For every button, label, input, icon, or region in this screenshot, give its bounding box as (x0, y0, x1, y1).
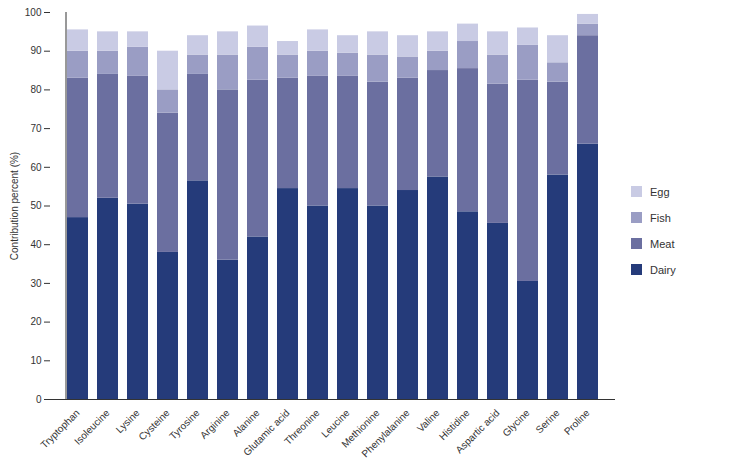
svg-text:90: 90 (30, 45, 42, 56)
svg-text:Isoleucine: Isoleucine (72, 407, 112, 447)
svg-text:Glutamic acid: Glutamic acid (241, 407, 292, 458)
svg-text:70: 70 (30, 123, 42, 134)
html-text:Egg: Egg (650, 185, 670, 198)
svg-text:Tryptophan: Tryptophan (38, 407, 81, 450)
svg-text:Proline: Proline (562, 407, 592, 437)
svg-text:100: 100 (25, 7, 42, 18)
svg-text:Glycine: Glycine (500, 407, 532, 439)
svg-text:Histidine: Histidine (436, 407, 472, 443)
svg-text:10: 10 (30, 355, 42, 366)
svg-text:Aspartic acid: Aspartic acid (453, 407, 501, 455)
svg-text:Lysine: Lysine (114, 407, 142, 435)
svg-text:0: 0 (36, 394, 42, 405)
svg-text:30: 30 (30, 278, 42, 289)
svg-text:Contribution percent (%): Contribution percent (%) (9, 152, 20, 260)
svg-text:Serine: Serine (533, 407, 562, 436)
svg-text:Phenylalanine: Phenylalanine (359, 407, 412, 460)
html-text:Meat: Meat (650, 237, 675, 250)
svg-text:Arginine: Arginine (198, 407, 232, 441)
svg-text:Threonine: Threonine (282, 407, 322, 447)
svg-text:Valine: Valine (415, 407, 442, 434)
svg-text:40: 40 (30, 239, 42, 250)
svg-text:Methionine: Methionine (339, 407, 382, 450)
html-text:Fish: Fish (650, 211, 671, 224)
html-text:Dairy: Dairy (650, 263, 676, 276)
svg-text:Cysteine: Cysteine (136, 407, 172, 443)
svg-text:50: 50 (30, 200, 42, 211)
svg-text:60: 60 (30, 162, 42, 173)
svg-text:Alanine: Alanine (230, 407, 262, 439)
svg-text:80: 80 (30, 84, 42, 95)
svg-text:20: 20 (30, 316, 42, 327)
svg-text:Leucine: Leucine (319, 407, 352, 440)
svg-text:Tyrosine: Tyrosine (167, 407, 202, 442)
